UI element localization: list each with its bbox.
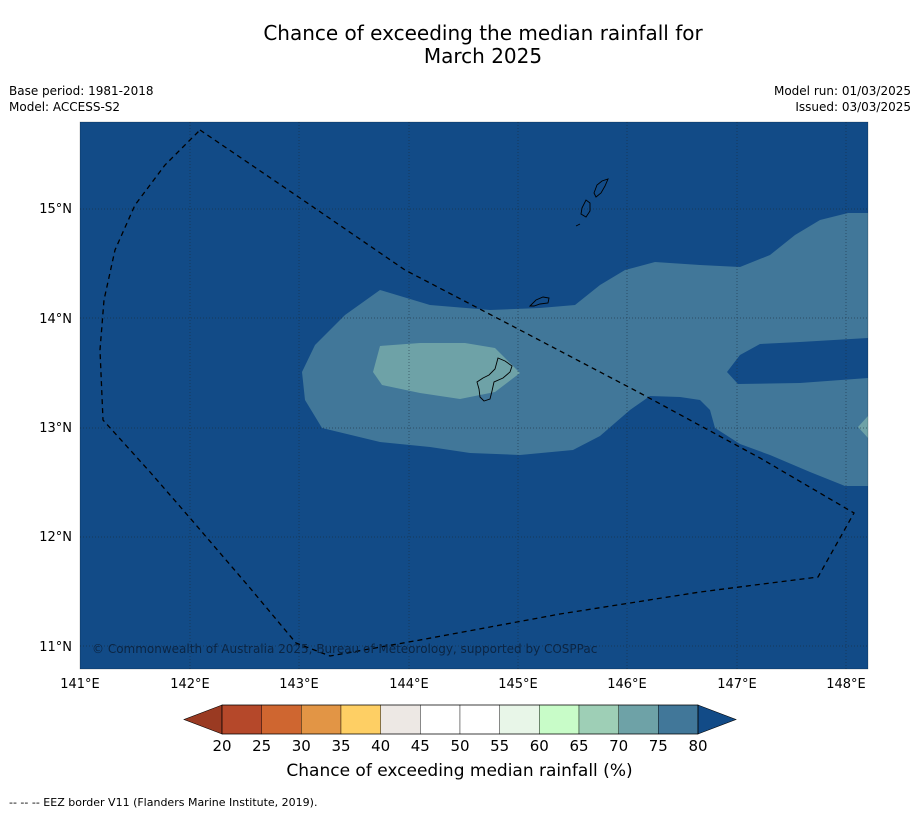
model-text: Model: ACCESS-S2 — [9, 100, 121, 114]
colorbar-tick: 40 — [371, 737, 390, 755]
lon-label: 144°E — [389, 677, 429, 692]
saipan-island — [593, 178, 609, 198]
gridlines — [80, 122, 868, 669]
lat-label: 12°N — [39, 530, 72, 545]
colorbar-cell — [618, 704, 659, 735]
colorbar-frame — [221, 704, 699, 735]
rota-island — [528, 296, 550, 307]
colorbar-high-extend — [697, 704, 737, 735]
colorbar-cell — [658, 704, 699, 735]
lon-label: 142°E — [170, 677, 210, 692]
lat-tick-labels: 15°N 14°N 13°N 12°N 11°N — [39, 202, 72, 655]
colorbar-cell — [459, 704, 500, 735]
colorbar-cell — [539, 704, 580, 735]
map-figure: © Commonwealth of Australia 2025, Bureau… — [39, 121, 869, 692]
colorbar: 20 25 30 35 40 45 50 55 60 65 70 75 80 — [183, 704, 737, 755]
lat-label: 15°N — [39, 202, 72, 217]
colorbar-cell — [420, 704, 461, 735]
colorbar-cells — [221, 704, 699, 735]
zone-70-75-east-edge — [858, 416, 868, 438]
colorbar-low-extend — [183, 704, 223, 735]
meta-right: Model run: 01/03/2025 Issued: 03/03/2025 — [774, 83, 911, 115]
lat-label: 11°N — [39, 640, 72, 655]
colorbar-tick: 65 — [569, 737, 588, 755]
colorbar-tick: 35 — [331, 737, 350, 755]
colorbar-tick: 30 — [292, 737, 311, 755]
colorbar-cell — [301, 704, 342, 735]
chart-title: Chance of exceeding the median rainfall … — [0, 22, 919, 68]
colorbar-tick: 50 — [450, 737, 469, 755]
lon-label: 146°E — [607, 677, 647, 692]
title-line-2: March 2025 — [423, 44, 543, 68]
lon-label: 143°E — [279, 677, 319, 692]
colorbar-tick: 70 — [609, 737, 628, 755]
colorbar-tick-labels: 20 25 30 35 40 45 50 55 60 65 70 75 80 — [212, 737, 707, 755]
colorbar-tick: 45 — [411, 737, 430, 755]
colorbar-tick: 80 — [688, 737, 707, 755]
colorbar-tick: 25 — [252, 737, 271, 755]
guam-island — [476, 357, 513, 402]
colorbar-cell — [380, 704, 421, 735]
lon-label: 145°E — [498, 677, 538, 692]
title-line-1: Chance of exceeding the median rainfall … — [263, 21, 703, 45]
base-period-text: Base period: 1981-2018 — [9, 84, 154, 98]
colorbar-tick: 20 — [212, 737, 231, 755]
map-frame — [79, 121, 869, 670]
footnote: -- -- -- EEZ border V11 (Flanders Marine… — [9, 796, 318, 809]
issued-text: Issued: 03/03/2025 — [795, 100, 911, 114]
copyright-text: © Commonwealth of Australia 2025, Bureau… — [92, 642, 597, 656]
colorbar-cell — [221, 704, 262, 735]
colorbar-tick: 55 — [490, 737, 509, 755]
colorbar-tick: 60 — [530, 737, 549, 755]
colorbar-tick: 75 — [649, 737, 668, 755]
colorbar-cell — [340, 704, 381, 735]
lat-label: 13°N — [39, 421, 72, 436]
lon-label: 147°E — [717, 677, 757, 692]
lon-tick-labels: 141°E 142°E 143°E 144°E 145°E 146°E 147°… — [60, 677, 866, 692]
colorbar-cell — [578, 704, 619, 735]
lon-label: 148°E — [826, 677, 866, 692]
zone-70-75 — [373, 343, 520, 399]
colorbar-cell — [499, 704, 540, 735]
meta-left: Base period: 1981-2018 Model: ACCESS-S2 — [9, 83, 154, 115]
colorbar-label: Chance of exceeding median rainfall (%) — [286, 761, 633, 781]
model-run-text: Model run: 01/03/2025 — [773, 84, 911, 98]
tinian-island — [580, 199, 591, 218]
eez-border — [99, 129, 855, 657]
lat-label: 14°N — [39, 312, 72, 327]
lon-label: 141°E — [60, 677, 100, 692]
colorbar-cell — [261, 704, 302, 735]
aguijan-island — [575, 223, 581, 227]
zone-75-80 — [302, 213, 868, 486]
